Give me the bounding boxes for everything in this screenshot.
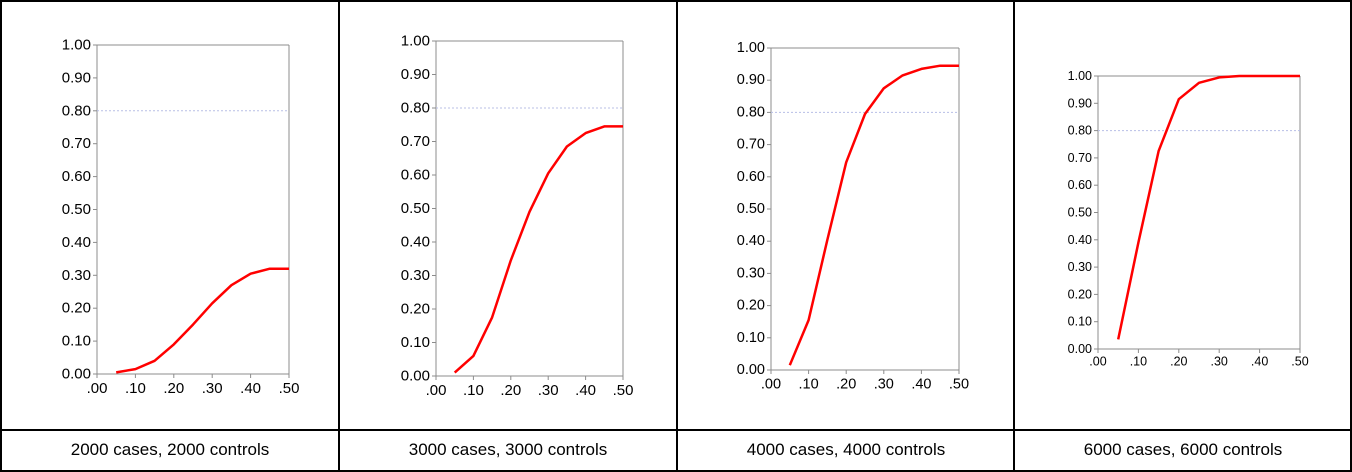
panel-4-x-tick-label: .40 [1251, 355, 1268, 369]
panel-4-y-tick-label: 0.30 [1068, 260, 1092, 274]
panel-2-y-tick-label: 0.70 [401, 133, 430, 150]
panel-2-y-tick-label: 0.00 [401, 368, 430, 385]
panel-1-y-tick-label: 0.60 [62, 168, 91, 185]
panel-1-x-tick-label: .20 [163, 380, 184, 397]
panel-1-y-tick-label: 0.00 [62, 366, 91, 383]
panel-caption-4: 6000 cases, 6000 controls [1083, 440, 1283, 459]
panel-4-y-tick-label: 0.50 [1068, 206, 1092, 220]
panel-4-x-tick-label: .10 [1130, 355, 1147, 369]
panel-2-y-tick-label: 0.10 [401, 334, 430, 351]
panel-1-y-tick-label: 0.30 [62, 267, 91, 284]
panel-3-x-tick-label: .00 [761, 376, 781, 392]
panel-2-y-tick-label: 0.30 [401, 267, 430, 284]
panel-2-y-tick-label: 0.80 [401, 100, 430, 117]
panel-1-y-tick-label: 0.50 [62, 201, 91, 218]
panel-2-x-tick-label: .40 [575, 382, 596, 399]
panel-3-x-tick-label: .40 [911, 376, 931, 392]
panel-3-y-tick-label: 0.90 [737, 72, 765, 88]
panel-3-power-curve [788, 64, 959, 366]
panel-2-x-tick-label: .20 [500, 382, 521, 399]
panel-2-y-tick-label: 0.50 [401, 200, 430, 217]
panel-2-y-tick-label: 0.60 [401, 167, 430, 184]
panel-1-power-curve [115, 267, 289, 374]
panel-3-x-tick-label: .50 [949, 376, 969, 392]
panel-4-x-tick-label: .00 [1089, 355, 1106, 369]
panel-4-y-tick-label: 0.70 [1068, 151, 1092, 165]
panel-3-x-tick-label: .30 [874, 376, 894, 392]
panel-1-y-tick-label: 1.00 [62, 37, 91, 54]
panel-4-y-tick-label: 0.10 [1068, 315, 1092, 329]
panel-3-y-tick-label: 0.50 [737, 201, 765, 217]
panel-2-x-tick-label: .30 [538, 382, 559, 399]
panel-3-y-tick-label: 1.00 [737, 40, 765, 56]
panel-3-x-tick-label: .10 [799, 376, 819, 392]
panel-2-x-tick-label: .50 [613, 382, 634, 399]
panel-3-y-tick-label: 0.00 [737, 362, 765, 378]
panel-1-x-tick-label: .30 [202, 380, 223, 397]
panel-1-x-tick-label: .10 [125, 380, 146, 397]
panel-4-x-tick-label: .50 [1291, 355, 1308, 369]
panel-1-y-tick-label: 0.10 [62, 333, 91, 350]
panel-1-x-tick-label: .50 [279, 380, 300, 397]
panel-2-y-tick-label: 0.40 [401, 234, 430, 251]
panel-2-x-tick-label: .10 [463, 382, 484, 399]
panel-4-x-tick-label: .20 [1170, 355, 1187, 369]
panel-4-y-tick-label: 0.20 [1068, 287, 1092, 301]
panel-4-y-tick-label: 1.00 [1068, 69, 1092, 83]
panel-3-y-tick-label: 0.80 [737, 104, 765, 120]
panel-2-x-tick-label: .00 [426, 382, 447, 399]
panel-caption-3: 4000 cases, 4000 controls [746, 440, 946, 459]
panel-3-y-tick-label: 0.20 [737, 298, 765, 314]
panel-3-y-tick-label: 0.30 [737, 265, 765, 281]
panel-1-y-tick-label: 0.40 [62, 234, 91, 251]
panel-1-y-tick-label: 0.90 [62, 69, 91, 86]
panel-4-y-tick-label: 0.40 [1068, 233, 1092, 247]
panel-caption-1: 2000 cases, 2000 controls [70, 440, 270, 459]
panel-3-y-tick-label: 0.60 [737, 169, 765, 185]
panel-caption-2: 3000 cases, 3000 controls [408, 440, 608, 459]
panel-3-x-tick-label: .20 [836, 376, 856, 392]
panel-4-y-tick-label: 0.80 [1068, 124, 1092, 138]
panel-1-x-tick-label: .00 [87, 380, 108, 397]
panel-3-y-tick-label: 0.40 [737, 233, 765, 249]
panel-4-x-tick-label: .30 [1211, 355, 1228, 369]
panel-3-y-tick-label: 0.10 [737, 330, 765, 346]
panel-2-y-tick-label: 0.90 [401, 66, 430, 83]
panel-1-y-tick-label: 0.70 [62, 135, 91, 152]
panel-4-power-curve [1116, 74, 1300, 340]
panel-4-y-tick-label: 0.60 [1068, 178, 1092, 192]
panel-3-y-tick-label: 0.70 [737, 137, 765, 153]
panel-1-x-tick-label: .40 [240, 380, 261, 397]
panel-4-y-tick-label: 0.90 [1068, 96, 1092, 110]
panel-1-y-tick-label: 0.80 [62, 102, 91, 119]
panel-4-y-tick-label: 0.00 [1068, 342, 1092, 356]
panel-2-y-tick-label: 1.00 [401, 33, 430, 50]
panel-2-power-curve [453, 125, 623, 374]
panel-1-y-tick-label: 0.20 [62, 300, 91, 317]
panel-2-y-tick-label: 0.20 [401, 301, 430, 318]
